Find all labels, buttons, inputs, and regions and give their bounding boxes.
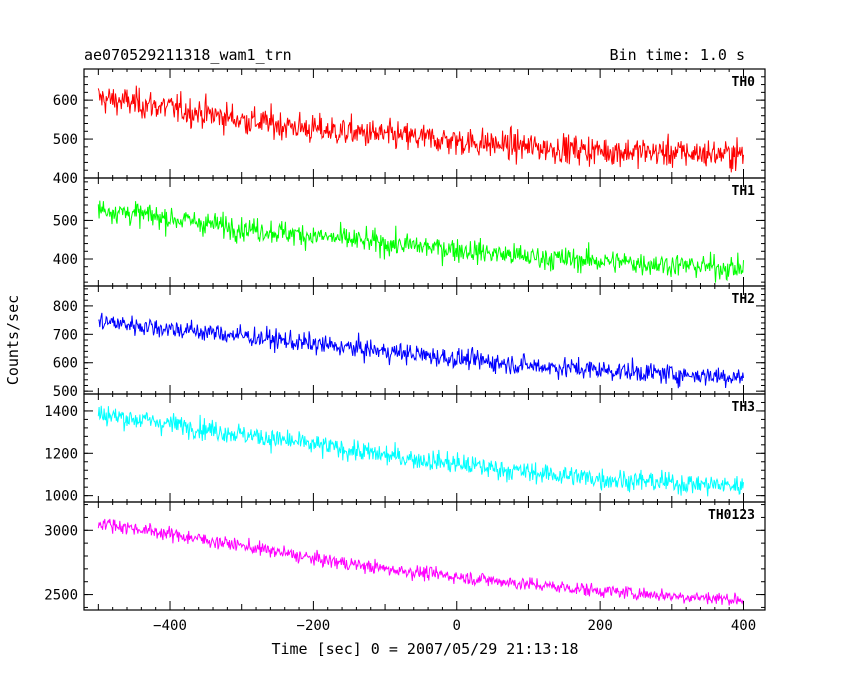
bin-time-label: Bin time: 1.0 s [610, 46, 745, 64]
panel-th0123: 2500 3000 TH0123 [44, 501, 766, 611]
y-tick-label: 600 [53, 356, 78, 372]
panel-th2: 500 600 700 800 TH2 [53, 285, 766, 400]
x-tick-labels: −400 −200 0 200 400 [153, 618, 756, 634]
y-tick-label: 1000 [44, 489, 78, 505]
panel-frame [83, 68, 766, 179]
panel-label: TH2 [732, 292, 755, 307]
y-tick-label: 500 [53, 132, 78, 148]
panel-label: TH0 [732, 75, 756, 90]
panel-th3: 1000 1200 1400 TH3 [44, 393, 766, 505]
panels: 400 500 600 TH0 400 500 TH1 500 600 700 800 TH2 1000… [44, 68, 766, 611]
x-tick-label: 400 [731, 618, 756, 634]
y-tick-label: 600 [53, 93, 78, 109]
panel-th0: 400 500 600 TH0 [53, 68, 766, 187]
panel-label: TH1 [732, 184, 756, 199]
panel-label: TH0123 [708, 508, 755, 523]
series-line-th2 [98, 312, 744, 389]
series-line-th1 [97, 200, 744, 283]
chart-title: ae070529211318_wam1_trn [84, 46, 292, 64]
panel-frame [83, 285, 766, 395]
series-line-th0123 [97, 518, 744, 606]
series-line-th3 [97, 405, 744, 497]
series-line-th0 [97, 85, 744, 173]
panel-frame [83, 393, 766, 503]
x-tick-label: 200 [587, 618, 612, 634]
y-tick-label: 1400 [44, 404, 78, 420]
y-tick-label: 1200 [44, 446, 78, 462]
y-tick-label: 400 [53, 252, 78, 268]
x-tick-label: 0 [453, 618, 461, 634]
y-axis-title: Counts/sec [4, 295, 22, 385]
y-tick-label: 3000 [44, 523, 78, 539]
y-tick-label: 500 [53, 384, 78, 400]
x-axis-title: Time [sec] 0 = 2007/05/29 21:13:18 [271, 640, 578, 658]
x-tick-label: −400 [153, 618, 187, 634]
panel-label: TH3 [732, 400, 755, 415]
panel-th1: 400 500 TH1 [53, 177, 766, 287]
x-tick-label: −200 [297, 618, 331, 634]
y-tick-label: 500 [53, 213, 78, 229]
y-tick-label: 2500 [44, 588, 78, 604]
y-tick-label: 800 [53, 299, 78, 315]
y-tick-label: 400 [53, 171, 78, 187]
y-tick-label: 700 [53, 327, 78, 343]
